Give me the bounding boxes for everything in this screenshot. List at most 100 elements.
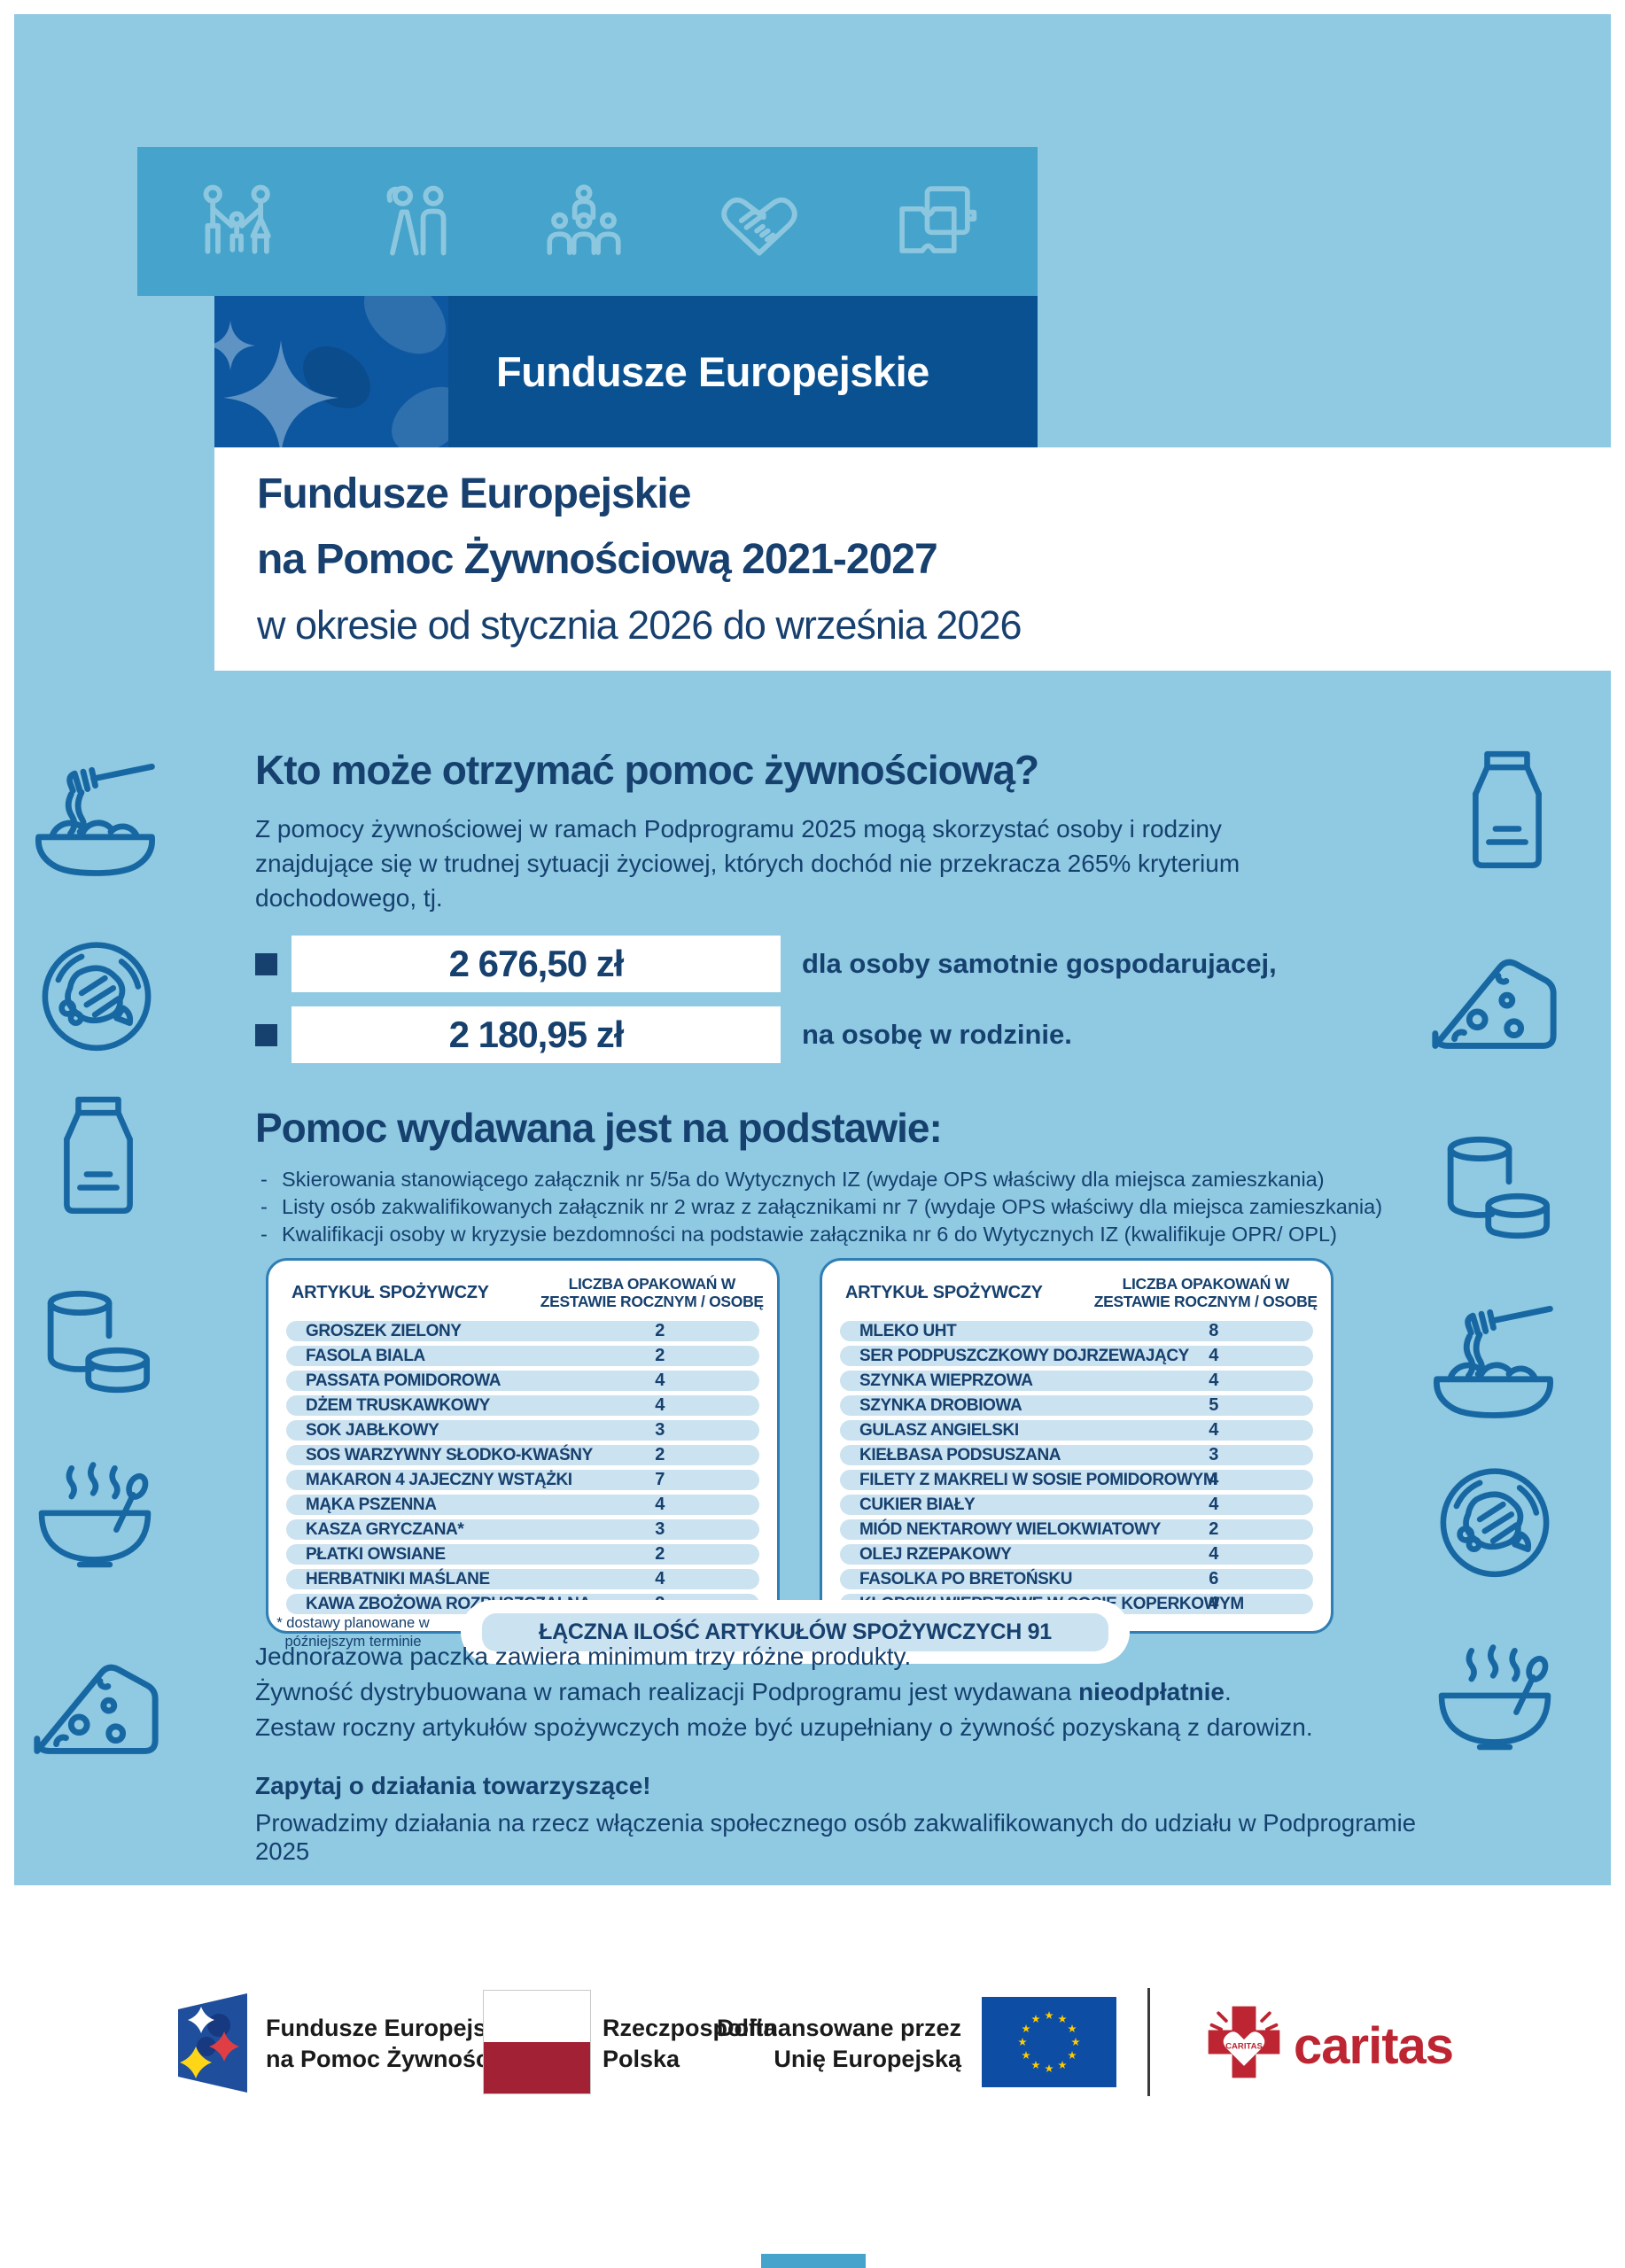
food-qty: 4 [1209,1420,1219,1441]
food-name: SER PODPUSZCZKOWY DOJRZEWAJĄCY [859,1346,1189,1365]
title-line-2: na Pomoc Żywnościową 2021-2027 [257,536,938,583]
fe-footer-label-line1: Fundusze Europejskie [266,2015,520,2041]
table-row: MAKARON 4 JAJECZNY WSTĄŻKI 7 [286,1470,759,1491]
food-name: CUKIER BIAŁY [859,1495,976,1514]
basis-heading: Pomoc wydawana jest na podstawie: [255,1105,943,1151]
table-header: ARTYKUŁ SPOŻYWCZY LICZBA OPAKOWAŃ W ZEST… [833,1275,1320,1310]
column-header-count: LICZBA OPAKOWAŃ W ZESTAWIE ROCZNYM / OSO… [1093,1275,1318,1311]
table-row: SOK JABŁKOWY 3 [286,1420,759,1441]
open-book-icon [889,183,981,260]
food-qty: 3 [655,1519,665,1540]
food-name: GROSZEK ZIELONY [306,1321,462,1340]
eu-funding-label-line1: Dofinansowane przez [716,2015,961,2041]
food-qty: 8 [1209,1321,1219,1341]
column-header-count: LICZBA OPAKOWAŃ W ZESTAWIE ROCZNYM / OSO… [540,1275,764,1311]
milk-carton-icon [32,1088,165,1225]
food-table-left: ARTYKUŁ SPOŻYWCZY LICZBA OPAKOWAŃ W ZEST… [266,1258,780,1635]
closing-line-3: Zestaw roczny artykułów spożywczych może… [255,1713,1313,1741]
basis-item: Listy osób zakwalifikowanych załącznik n… [259,1193,1382,1221]
food-qty: 4 [1209,1544,1219,1565]
food-qty: 4 [655,1395,665,1416]
table-row: MIÓD NEKTAROWY WIELOKWIATOWY 2 [840,1519,1313,1541]
footer-divider [1147,1988,1150,2096]
square-bullet-icon [255,1023,277,1046]
family-icon [194,183,288,260]
pasta-bowl-icon [1425,1292,1562,1433]
table-row: CUKIER BIAŁY 4 [840,1495,1313,1516]
title-line-1: Fundusze Europejskie [257,470,691,517]
food-name: HERBATNIKI MAŚLANE [306,1569,490,1588]
title-strip: Fundusze Europejskie na Pomoc Żywnościow… [214,447,1611,671]
food-name: FASOLA BIALA [306,1346,425,1365]
food-qty: 3 [655,1420,665,1441]
closing-paragraph: Jednorazowa paczka zawiera minimum trzy … [255,1639,1313,1745]
food-qty: 4 [655,1371,665,1391]
food-qty: 3 [1209,1445,1219,1465]
table-row: FILETY Z MAKRELI W SOSIE POMIDOROWYM 4 [840,1470,1313,1491]
fe-footer-logo [173,1990,253,2101]
fe-logo-decoration [214,296,448,447]
food-name: FILETY Z MAKRELI W SOSIE POMIDOROWYM [859,1470,1217,1489]
fundusze-europejskie-banner: Fundusze Europejskie [214,296,1038,447]
table-row: OLEJ RZEPAKOWY 4 [840,1544,1313,1565]
food-qty: 4 [1209,1470,1219,1490]
closing-line-2-text: Żywność dystrybuowana w ramach realizacj… [255,1678,1079,1705]
table-row: DŻEM TRUSKAWKOWY 4 [286,1395,759,1417]
food-name: OLEJ RZEPAKOWY [859,1544,1012,1564]
plate-meat-icon [30,927,163,1064]
food-qty: 2 [655,1321,665,1341]
food-name: FASOLKA PO BRETOŃSKU [859,1569,1073,1588]
food-name: PŁATKI OWSIANE [306,1544,446,1564]
table-row: FASOLA BIALA 2 [286,1346,759,1367]
cans-icon [1427,1120,1564,1262]
table-row: SZYNKA WIEPRZOWA 4 [840,1371,1313,1392]
table-row: KIEŁBASA PODSUSZANA 3 [840,1445,1313,1466]
title-line-3: w okresie od stycznia 2026 do września 2… [257,602,1022,648]
table-row: SZYNKA DROBIOWA 5 [840,1395,1313,1417]
group-icon [538,183,630,260]
cheese-icon [25,1641,165,1785]
table-row: HERBATNIKI MAŚLANE 4 [286,1569,759,1590]
food-name: SZYNKA WIEPRZOWA [859,1371,1033,1390]
poland-label-line2: Polska [603,2046,680,2072]
amount-row-family: 2 180,95 zł na osobę w rodzinie. [255,1006,1072,1063]
column-header-article: ARTYKUŁ SPOŻYWCZY [845,1282,1043,1302]
milk-carton-icon [1441,742,1574,880]
handshake-heart-icon [712,183,806,260]
table-header: ARTYKUŁ SPOŻYWCZY LICZBA OPAKOWAŃ W ZEST… [279,1275,766,1310]
food-name: MĄKA PSZENNA [306,1495,437,1514]
food-name: KIEŁBASA PODSUSZANA [859,1445,1061,1464]
food-qty: 4 [1209,1594,1219,1614]
total-bar: ŁĄCZNA ILOŚĆ ARTYKUŁÓW SPOŻYWCZYCH 91 [461,1600,1130,1664]
basis-list: Skierowania stanowiącego załącznik nr 5/… [259,1166,1382,1248]
table-row: MĄKA PSZENNA 4 [286,1495,759,1516]
food-name: PASSATA POMIDOROWA [306,1371,501,1390]
food-name: MAKARON 4 JAJECZNY WSTĄŻKI [306,1470,572,1489]
food-qty: 4 [655,1495,665,1515]
closing-line-2: Żywność dystrybuowana w ramach realizacj… [255,1674,1313,1710]
eu-funding-label: Dofinansowane przez Unię Europejską [709,2013,961,2075]
amount-label: dla osoby samotnie gospodarujacej, [802,948,1277,979]
closing-line-2-period: . [1224,1678,1232,1705]
eu-funding-label-line2: Unię Europejską [774,2046,961,2072]
food-name: MLEKO UHT [859,1321,957,1340]
food-name: SOK JABŁKOWY [306,1420,439,1440]
eu-flag-icon [982,1997,1116,2092]
cans-icon [27,1274,164,1416]
amount-value: 2 676,50 zł [292,936,781,992]
food-name: DŻEM TRUSKAWKOWY [306,1395,490,1415]
food-tables: ARTYKUŁ SPOŻYWCZY LICZBA OPAKOWAŃ W ZEST… [266,1258,1333,1635]
table-row: PŁATKI OWSIANE 2 [286,1544,759,1565]
fe-banner-title: Fundusze Europejskie [496,348,929,395]
food-qty: 6 [1209,1569,1219,1589]
food-qty: 4 [1209,1371,1219,1391]
who-body: Z pomocy żywnościowej w ramach Podprogra… [255,815,1240,912]
couple-icon [370,183,455,260]
poland-label-line1: Rzeczpospolita [603,2015,777,2041]
table-row: KASZA GRYCZANA* 3 [286,1519,759,1541]
table-row: FASOLKA PO BRETOŃSKU 6 [840,1569,1313,1590]
closing-line-1: Jednorazowa paczka zawiera minimum trzy … [255,1643,912,1670]
basis-item: Skierowania stanowiącego załącznik nr 5/… [259,1166,1382,1193]
food-qty: 2 [655,1445,665,1465]
amount-value: 2 180,95 zł [292,1006,781,1063]
